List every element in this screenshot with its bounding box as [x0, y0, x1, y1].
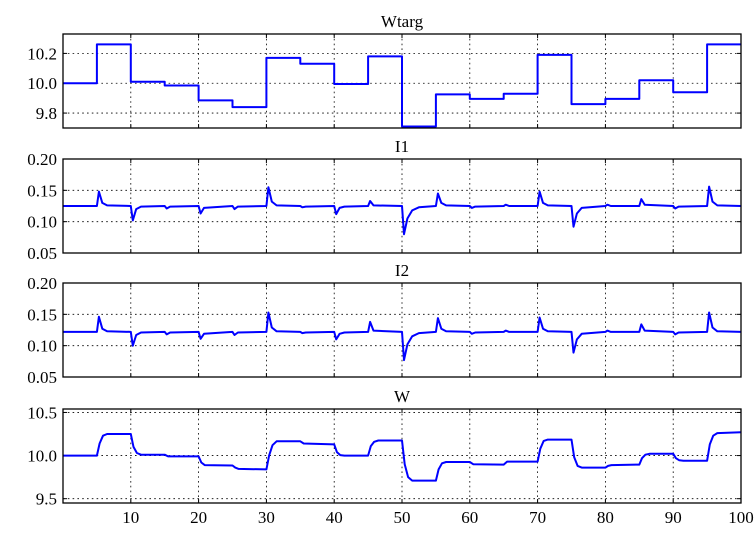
series-line-0: [63, 185, 741, 236]
chart-panel-3: 10 20 30 40 50 60 70 80 90 100 9.5 10.0 10.5 W: [27, 387, 754, 527]
y-tick-label: 0.05: [27, 244, 57, 263]
y-tick-label: 10.5: [27, 403, 57, 422]
x-tick-label: 10: [122, 508, 139, 527]
axes-frame: [62, 282, 742, 378]
chart-panel-2: 0.05 0.10 0.15 0.20 I2: [27, 261, 742, 387]
x-tick-label: 50: [394, 508, 411, 527]
y-tick-label: 9.5: [36, 490, 57, 509]
x-tick-label: 90: [665, 508, 682, 527]
series-line-0: [63, 311, 741, 362]
chart-panel-1: 0.05 0.10 0.15 0.20 I1: [27, 137, 742, 263]
x-tick-label: 80: [597, 508, 614, 527]
chart-title: I2: [395, 261, 409, 280]
y-tick-label: 10.0: [27, 74, 57, 93]
axes-frame: [62, 158, 742, 254]
y-tick-label: 0.10: [27, 213, 57, 232]
y-tick-label: 0.10: [27, 337, 57, 356]
chart-title: I1: [395, 137, 409, 156]
y-tick-label: 10.2: [27, 44, 57, 63]
y-tick-label: 0.15: [27, 181, 57, 200]
chart-panel-0: 9.8 10.0 10.2 Wtarg: [27, 12, 742, 129]
x-tick-label: 20: [190, 508, 207, 527]
x-tick-label: 40: [326, 508, 343, 527]
chart-title: W: [394, 387, 411, 406]
x-tick-label: 30: [258, 508, 275, 527]
y-tick-label: 10.0: [27, 447, 57, 466]
x-tick-label: 100: [728, 508, 754, 527]
y-tick-label: 0.20: [27, 150, 57, 169]
axes-frame: [62, 33, 742, 129]
series-line-0: [63, 43, 741, 128]
y-tick-label: 9.8: [36, 104, 57, 123]
y-tick-label: 0.05: [27, 368, 57, 387]
chart-title: Wtarg: [381, 12, 424, 31]
axes-frame: [62, 408, 742, 504]
y-tick-label: 0.20: [27, 274, 57, 293]
series-line-0: [63, 431, 741, 482]
x-tick-label: 70: [529, 508, 546, 527]
x-tick-label: 60: [461, 508, 478, 527]
y-tick-label: 0.15: [27, 305, 57, 324]
